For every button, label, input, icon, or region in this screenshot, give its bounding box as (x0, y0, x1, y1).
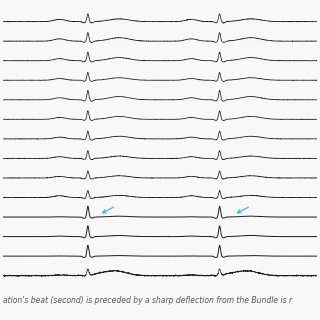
Text: ation's beat (second) is preceded by a sharp deflection from the Bundle is r: ation's beat (second) is preceded by a s… (3, 296, 292, 305)
